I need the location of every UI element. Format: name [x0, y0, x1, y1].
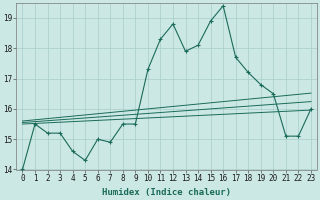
X-axis label: Humidex (Indice chaleur): Humidex (Indice chaleur) — [102, 188, 231, 197]
